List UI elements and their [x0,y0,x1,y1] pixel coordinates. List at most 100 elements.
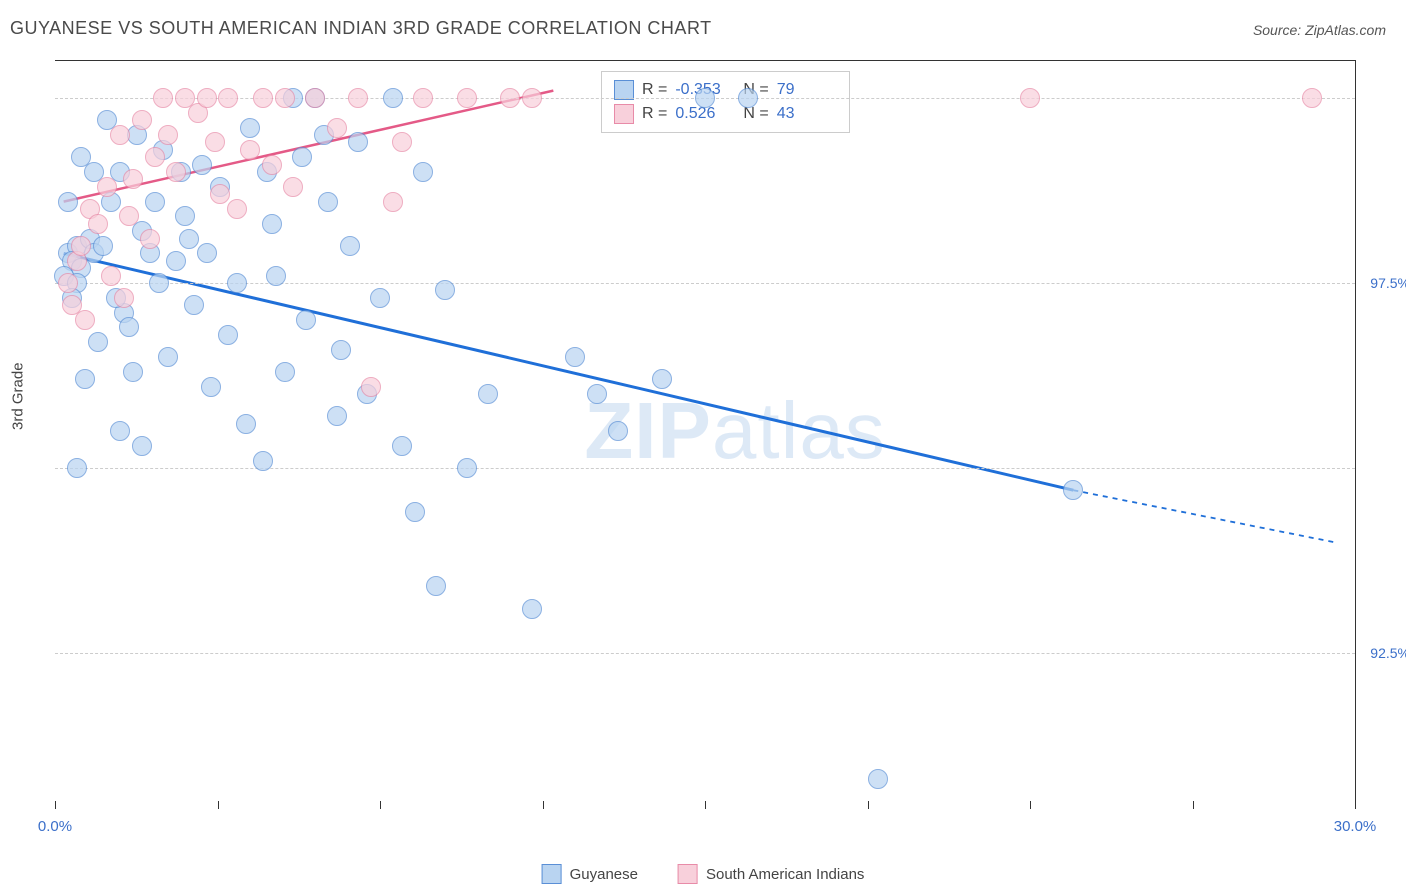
data-point[interactable] [58,273,78,293]
data-point[interactable] [652,369,672,389]
data-point[interactable] [868,769,888,789]
data-point[interactable] [435,280,455,300]
bottom-legend: Guyanese South American Indians [542,864,865,884]
swatch-pink-icon [614,104,634,124]
data-point[interactable] [608,421,628,441]
data-point[interactable] [738,88,758,108]
data-point[interactable] [75,310,95,330]
data-point[interactable] [361,377,381,397]
data-point[interactable] [370,288,390,308]
data-point[interactable] [158,125,178,145]
data-point[interactable] [236,414,256,434]
data-point[interactable] [101,266,121,286]
swatch-blue-icon [542,864,562,884]
swatch-pink-icon [678,864,698,884]
data-point[interactable] [132,436,152,456]
data-point[interactable] [132,110,152,130]
data-point[interactable] [210,184,230,204]
data-point[interactable] [240,140,260,160]
data-point[interactable] [119,317,139,337]
data-point[interactable] [1020,88,1040,108]
data-point[interactable] [197,88,217,108]
data-point[interactable] [192,155,212,175]
data-point[interactable] [110,125,130,145]
data-point[interactable] [58,192,78,212]
data-point[interactable] [292,147,312,167]
data-point[interactable] [67,458,87,478]
stats-row-1: R =0.526 N =43 [614,102,837,126]
data-point[interactable] [75,369,95,389]
data-point[interactable] [88,332,108,352]
data-point[interactable] [166,251,186,271]
data-point[interactable] [565,347,585,367]
data-point[interactable] [123,169,143,189]
data-point[interactable] [145,147,165,167]
data-point[interactable] [227,273,247,293]
data-point[interactable] [500,88,520,108]
data-point[interactable] [145,192,165,212]
data-point[interactable] [201,377,221,397]
data-point[interactable] [97,177,117,197]
data-point[interactable] [262,155,282,175]
data-point[interactable] [405,502,425,522]
data-point[interactable] [266,266,286,286]
data-point[interactable] [1302,88,1322,108]
data-point[interactable] [275,362,295,382]
data-point[interactable] [331,340,351,360]
data-point[interactable] [457,458,477,478]
data-point[interactable] [383,88,403,108]
data-point[interactable] [253,451,273,471]
data-point[interactable] [392,132,412,152]
data-point[interactable] [305,88,325,108]
data-point[interactable] [413,162,433,182]
data-point[interactable] [426,576,446,596]
data-point[interactable] [218,325,238,345]
data-point[interactable] [392,436,412,456]
data-point[interactable] [522,88,542,108]
data-point[interactable] [123,362,143,382]
data-point[interactable] [140,229,160,249]
data-point[interactable] [175,206,195,226]
data-point[interactable] [478,384,498,404]
data-point[interactable] [93,236,113,256]
data-point[interactable] [114,288,134,308]
data-point[interactable] [227,199,247,219]
data-point[interactable] [318,192,338,212]
data-point[interactable] [166,162,186,182]
data-point[interactable] [197,243,217,263]
legend-guyanese[interactable]: Guyanese [542,864,638,884]
data-point[interactable] [348,132,368,152]
data-point[interactable] [110,421,130,441]
data-point[interactable] [184,295,204,315]
data-point[interactable] [71,236,91,256]
data-point[interactable] [149,273,169,293]
data-point[interactable] [119,206,139,226]
data-point[interactable] [262,214,282,234]
data-point[interactable] [587,384,607,404]
data-point[interactable] [695,88,715,108]
data-point[interactable] [327,118,347,138]
data-point[interactable] [158,347,178,367]
data-point[interactable] [179,229,199,249]
data-point[interactable] [296,310,316,330]
data-point[interactable] [340,236,360,256]
source-link[interactable]: Source: ZipAtlas.com [1253,22,1386,38]
chart-title: GUYANESE VS SOUTH AMERICAN INDIAN 3RD GR… [10,18,712,39]
data-point[interactable] [253,88,273,108]
data-point[interactable] [327,406,347,426]
data-point[interactable] [275,88,295,108]
data-point[interactable] [153,88,173,108]
data-point[interactable] [205,132,225,152]
legend-sai[interactable]: South American Indians [678,864,864,884]
data-point[interactable] [413,88,433,108]
data-point[interactable] [240,118,260,138]
data-point[interactable] [88,214,108,234]
data-point[interactable] [348,88,368,108]
data-point[interactable] [218,88,238,108]
data-point[interactable] [522,599,542,619]
data-point[interactable] [383,192,403,212]
data-point[interactable] [1063,480,1083,500]
data-point[interactable] [283,177,303,197]
data-point[interactable] [457,88,477,108]
xtick-label: 30.0% [1334,818,1377,835]
